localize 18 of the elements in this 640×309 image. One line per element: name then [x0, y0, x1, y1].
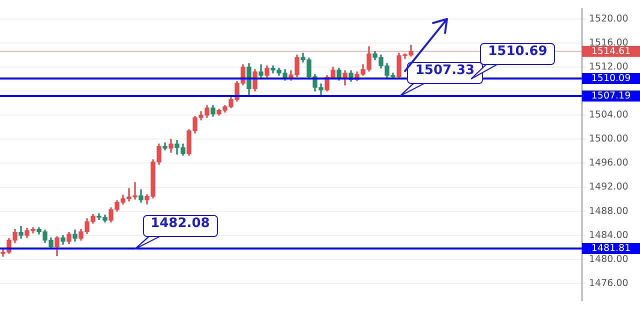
- ref-line-label: 1514.61: [591, 46, 631, 57]
- y-tick-label: 1480.00: [589, 254, 628, 265]
- y-tick-label: 1520.00: [589, 13, 628, 24]
- y-tick-label: 1500.00: [589, 134, 628, 145]
- y-tick-label: 1488.00: [589, 206, 628, 217]
- y-tick-label: 1484.00: [589, 230, 628, 241]
- ref-line-label: 1481.81: [591, 243, 631, 254]
- annotation: 1507.33: [407, 62, 483, 84]
- ref-line-label: 1510.09: [591, 72, 631, 84]
- annotation: 1510.69: [480, 42, 556, 64]
- annotation: 1482.08: [142, 214, 218, 237]
- ref-line-label: 1507.19: [591, 90, 631, 102]
- y-tick-label: 1516.00: [589, 37, 628, 48]
- y-tick-label: 1492.00: [589, 182, 628, 193]
- y-tick-label: 1512.00: [589, 61, 628, 72]
- y-tick-label: 1476.00: [589, 278, 628, 289]
- y-tick-label: 1496.00: [589, 158, 628, 169]
- y-tick-label: 1504.00: [589, 110, 628, 121]
